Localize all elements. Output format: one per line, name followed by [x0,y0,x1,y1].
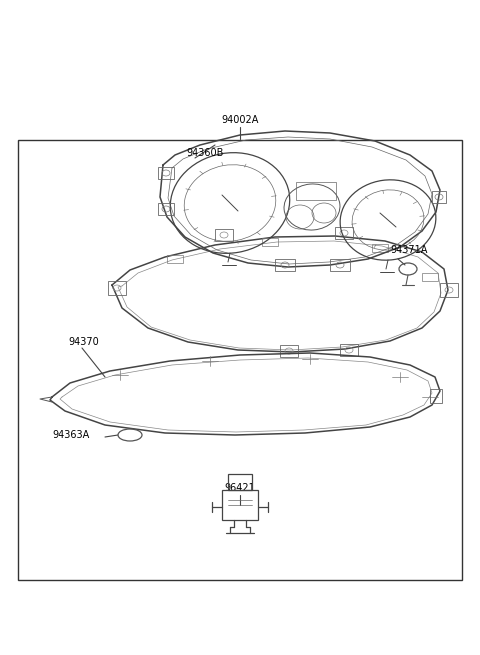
Bar [215,229,233,241]
Bar [228,474,252,490]
Bar [167,255,183,263]
Text: 94002A: 94002A [221,115,259,125]
Bar [440,283,458,297]
Bar [340,344,358,356]
Text: 96421: 96421 [225,483,255,493]
Text: 94370: 94370 [68,337,99,347]
Bar [330,259,350,271]
Bar [422,273,438,281]
Text: 94371A: 94371A [390,245,427,255]
Bar [296,182,336,200]
Text: 94360B: 94360B [186,148,223,158]
Bar [275,259,295,271]
Bar [430,389,442,403]
Text: 94363A: 94363A [52,430,89,440]
Bar [280,345,298,357]
Bar [222,490,258,520]
Bar [372,244,388,252]
Bar [158,203,174,215]
Bar [262,238,278,246]
Bar [432,191,446,203]
Bar [158,167,174,179]
Bar [108,281,126,295]
Bar [18,140,462,580]
Bar [335,227,353,239]
